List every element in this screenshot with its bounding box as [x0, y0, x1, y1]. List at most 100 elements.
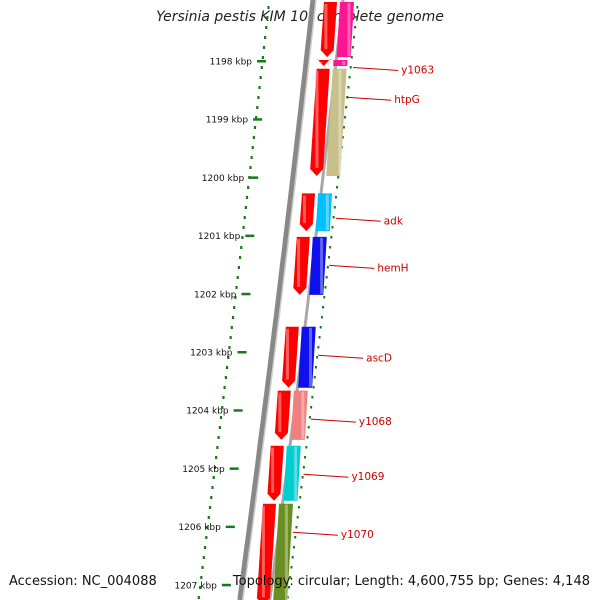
cds-shine [320, 237, 324, 294]
gene-label: ascD [366, 352, 392, 364]
outer-ruler-dot [350, 56, 353, 59]
gene-label-line [346, 96, 392, 101]
strand-arrow [267, 445, 284, 501]
outer-ruler-dot [287, 586, 290, 589]
accession-text: Accession: NC_004088 [9, 574, 157, 589]
outer-ruler-dot [354, 26, 357, 29]
ruler-tick [249, 176, 259, 179]
arrow-shine [285, 328, 289, 380]
outer-ruler-dot [325, 276, 328, 279]
strand-arrow [310, 68, 330, 176]
outer-ruler-dot [329, 246, 332, 249]
gene-label-line [303, 473, 349, 478]
ruler-dot [238, 256, 242, 259]
ruler-dot [222, 396, 225, 399]
cds-shine [325, 194, 329, 231]
ruler-dot [237, 266, 240, 269]
outer-ruler-dot [289, 576, 292, 579]
ruler-dot [208, 506, 212, 509]
outer-ruler-dot [292, 546, 295, 549]
cds-shine [294, 446, 298, 500]
ruler-dot [236, 276, 239, 279]
cds-shine [347, 3, 351, 57]
ruler-tick [245, 234, 255, 238]
kbp-ruler: 1198 kbp 1199 kbp 1200 kbp 1201 kbp 1202 kbp… [174, 6, 359, 599]
outer-ruler-dot [291, 556, 294, 559]
arrow-shine [278, 392, 282, 432]
gene-label: hemH [377, 262, 408, 274]
outer-ruler-dot [294, 536, 297, 539]
outer-ruler-dot [344, 116, 347, 119]
ruler-dot [260, 66, 263, 69]
outer-ruler-dot [307, 426, 310, 429]
outer-ruler-dot [336, 186, 339, 189]
cds-block [326, 68, 347, 176]
cds-shine [342, 61, 346, 65]
cds-shine [284, 504, 288, 600]
cds-shine [308, 327, 312, 387]
outer-ruler-dot [327, 256, 330, 259]
ruler-dot [261, 56, 264, 59]
ruler-dot [198, 586, 202, 589]
outer-ruler-dot [312, 386, 315, 389]
ruler-dot [216, 446, 219, 449]
backbone-highlight [242, 0, 317, 600]
ruler-tick-label: 1198 kbp [210, 58, 253, 68]
cds-shine [301, 391, 305, 439]
outer-ruler-dot [302, 466, 305, 469]
ruler-tick [233, 409, 243, 412]
ruler-dot [206, 526, 209, 529]
gene-label: y1069 [351, 471, 384, 483]
outer-ruler-dot [317, 346, 320, 349]
cds-block [290, 390, 308, 440]
ruler-dot [240, 246, 243, 249]
ruler-dot [215, 456, 218, 459]
ruler-dot [230, 326, 233, 329]
outer-ruler-dot [299, 496, 302, 499]
ruler-dot [249, 166, 252, 169]
ruler-dot [262, 46, 266, 49]
outer-ruler-dot [345, 106, 348, 109]
ruler-dot [203, 546, 207, 549]
ruler-dot [205, 536, 208, 539]
ruler-dot [244, 206, 247, 209]
outer-ruler-dot [311, 396, 314, 399]
cds-shine [338, 69, 342, 175]
gene-label-line [353, 66, 399, 71]
outer-ruler-dot [326, 266, 329, 269]
ruler-dot [242, 226, 245, 229]
ruler-dot [258, 86, 261, 89]
ruler-dot [235, 286, 238, 289]
ruler-dot [218, 426, 221, 429]
ruler-dot [227, 356, 230, 359]
strand-arrow [293, 236, 310, 295]
strand-arrow [282, 326, 299, 388]
outer-ruler-dot [295, 526, 298, 529]
gene-label-line [310, 418, 356, 423]
ruler-tick-label: 1206 kbp [178, 523, 221, 533]
outer-ruler-dot [331, 226, 334, 229]
ruler-dot [245, 196, 249, 199]
outer-ruler-dot [348, 76, 351, 79]
ruler-tick-label: 1207 kbp [174, 581, 217, 591]
arrow-shine [297, 238, 301, 287]
ruler-dot [247, 186, 250, 189]
gene-label: y1070 [341, 529, 374, 541]
arrow-shine [271, 447, 275, 493]
topology-text: Topology: circular; Length: 4,600,755 bp… [232, 574, 590, 589]
strand-arrow [317, 59, 331, 66]
outer-ruler-dot [310, 406, 313, 409]
gene-label-line [329, 264, 375, 269]
ruler-tick-label: 1202 kbp [194, 290, 237, 300]
ruler-dot [201, 566, 204, 569]
ruler-dot [202, 556, 205, 559]
outer-ruler-dot [337, 176, 340, 179]
strand-arrow [256, 503, 276, 600]
ruler-tick-label: 1204 kbp [186, 407, 229, 417]
outer-ruler-dot [333, 206, 336, 209]
ruler-dot [255, 116, 258, 119]
ruler-dot [207, 516, 210, 519]
outer-ruler-dot [347, 86, 350, 89]
ruler-tick-label: 1205 kbp [182, 465, 225, 475]
ruler-dot [265, 26, 268, 29]
